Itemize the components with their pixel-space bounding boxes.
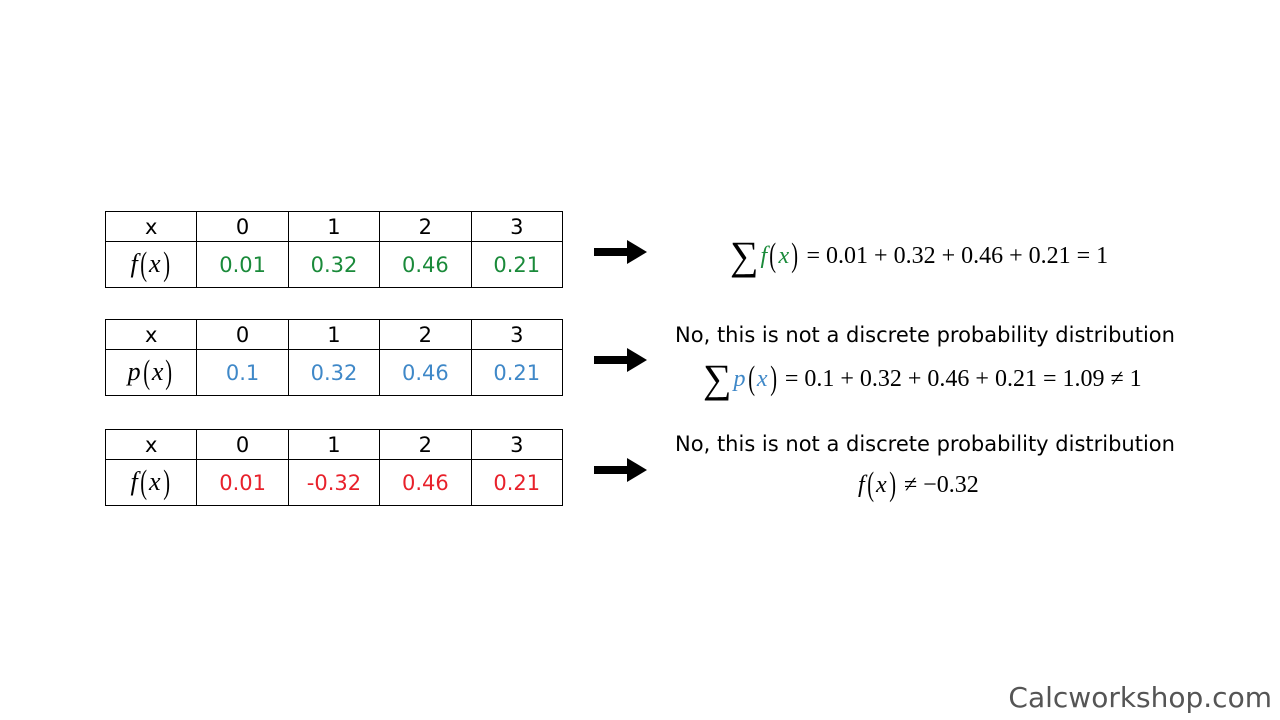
probability-value: -0.32: [287, 459, 381, 506]
x-value: 0: [196, 429, 289, 460]
function-variable: x: [149, 248, 161, 278]
fx-row: f(x) 0.01 0.32 0.46 0.21: [104, 241, 564, 288]
function-variable: x: [151, 356, 164, 386]
probability-value: 0.21: [470, 349, 564, 396]
probability-value: 0.46: [379, 349, 472, 396]
function-name: p: [733, 366, 746, 392]
result-caption-2: No, this is not a discrete probability d…: [675, 323, 1175, 347]
x-header: x: [104, 211, 198, 242]
function-name: p: [127, 356, 141, 386]
x-value: 2: [379, 211, 472, 242]
result-caption-3: No, this is not a discrete probability d…: [675, 432, 1175, 456]
function-variable: x: [778, 243, 790, 269]
sigma-symbol: ∑: [730, 233, 759, 278]
function-name: f: [760, 243, 768, 269]
function-name: f: [858, 472, 865, 498]
fx-row: f(x) 0.01 -0.32 0.46 0.21: [104, 459, 564, 506]
brand-watermark: Calcworkshop.com: [1008, 681, 1272, 714]
x-value: 0: [196, 211, 289, 242]
equation-expression: = 0.01 + 0.32 + 0.46 + 0.21 = 1: [806, 243, 1109, 269]
distribution-table-1: x 0 1 2 3 f(x) 0.01 0.32 0.46 0.21: [104, 211, 564, 288]
x-value: 3: [470, 429, 564, 460]
function-variable: x: [876, 472, 887, 498]
x-value: 1: [287, 429, 381, 460]
probability-value: 0.21: [470, 241, 564, 288]
probability-value: 0.21: [470, 459, 564, 506]
function-variable: x: [149, 466, 161, 496]
equation-expression: ≠ −0.32: [903, 472, 979, 498]
right-arrow-icon: [594, 348, 647, 372]
function-name: f: [130, 248, 138, 278]
sum-equation-1: ∑f(x) = 0.01 + 0.32 + 0.46 + 0.21 = 1: [730, 233, 1109, 278]
sum-equation-2: ∑p(x) = 0.1 + 0.32 + 0.46 + 0.21 = 1.09 …: [703, 356, 1142, 401]
equation-expression: = 0.1 + 0.32 + 0.46 + 0.21 = 1.09 ≠ 1: [784, 366, 1142, 392]
probability-value: 0.46: [379, 459, 472, 506]
function-name: f: [130, 466, 138, 496]
x-header: x: [104, 319, 198, 350]
x-value: 0: [196, 319, 289, 350]
probability-value: 0.46: [379, 241, 472, 288]
right-arrow-icon: [594, 240, 647, 264]
x-value: 2: [379, 429, 472, 460]
x-value: 3: [470, 319, 564, 350]
probability-value: 0.32: [287, 241, 381, 288]
probability-value: 0.01: [196, 459, 289, 506]
px-label: p(x): [104, 349, 198, 396]
x-value: 3: [470, 211, 564, 242]
x-value: 1: [287, 319, 381, 350]
x-row: x 0 1 2 3: [104, 319, 564, 350]
px-row: p(x) 0.1 0.32 0.46 0.21: [104, 349, 564, 396]
x-value: 1: [287, 211, 381, 242]
function-variable: x: [756, 366, 768, 392]
inequality-3: f(x) ≠ −0.32: [858, 466, 979, 503]
probability-value: 0.32: [287, 349, 381, 396]
x-row: x 0 1 2 3: [104, 429, 564, 460]
sigma-symbol: ∑: [703, 356, 732, 401]
x-header: x: [104, 429, 198, 460]
probability-value: 0.01: [196, 241, 289, 288]
x-value: 2: [379, 319, 472, 350]
fx-label: f(x): [104, 241, 198, 288]
distribution-table-2: x 0 1 2 3 p(x) 0.1 0.32 0.46 0.21: [104, 319, 564, 396]
x-row: x 0 1 2 3: [104, 211, 564, 242]
right-arrow-icon: [594, 458, 647, 482]
fx-label: f(x): [104, 459, 198, 506]
probability-value: 0.1: [196, 349, 289, 396]
distribution-table-3: x 0 1 2 3 f(x) 0.01 -0.32 0.46 0.21: [104, 429, 564, 506]
